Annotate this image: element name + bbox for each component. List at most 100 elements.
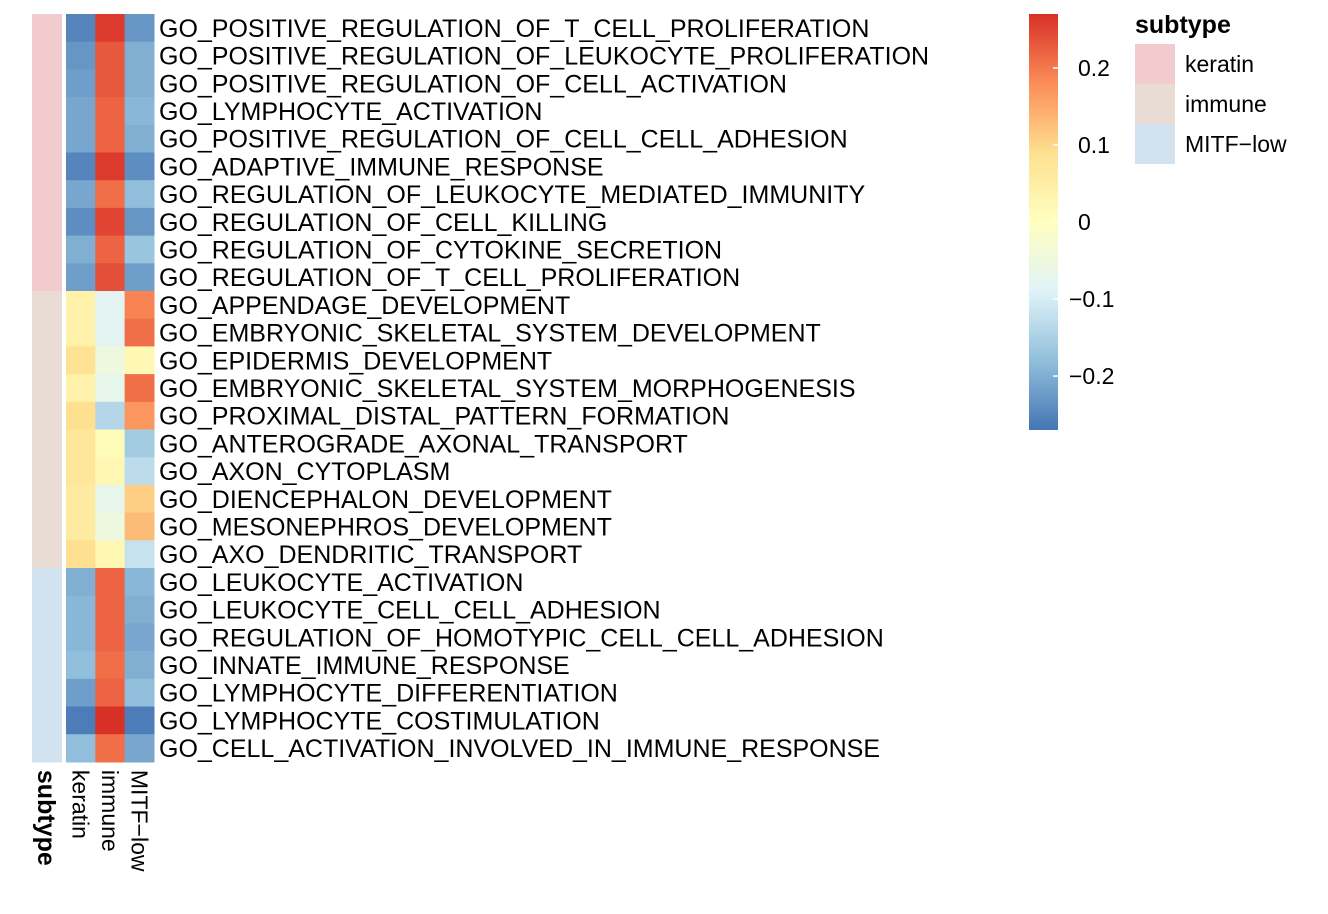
annotation-cell (32, 97, 62, 126)
color-legend-tick-label: 0 (1078, 209, 1091, 235)
heatmap-cell (124, 180, 155, 209)
heatmap-cell (95, 457, 126, 486)
heatmap-cell (66, 291, 96, 320)
row-label: GO_LYMPHOCYTE_DIFFERENTIATION (159, 680, 618, 708)
heatmap-cell (66, 706, 96, 735)
subtype-legend-swatch (1135, 44, 1175, 84)
heatmap-cell (95, 69, 126, 98)
annotation-cell (32, 14, 62, 43)
row-label: GO_CELL_ACTIVATION_INVOLVED_IN_IMMUNE_RE… (159, 735, 880, 763)
subtype-legend-label: MITF−low (1185, 131, 1287, 157)
annotation-cell (32, 124, 62, 154)
annotation-cell (32, 346, 62, 375)
color-legend-tick-label: 0.2 (1078, 55, 1110, 81)
heatmap-cell (124, 706, 155, 735)
row-label: GO_LEUKOCYTE_ACTIVATION (159, 569, 523, 597)
heatmap-cell (124, 263, 155, 292)
heatmap-cell (124, 429, 155, 458)
column-label: keratin (68, 770, 94, 839)
heatmap-cell (95, 623, 126, 652)
row-label: GO_INNATE_IMMUNE_RESPONSE (159, 652, 570, 680)
heatmap-cell (124, 595, 155, 624)
annotation-cell (32, 41, 62, 70)
subtype-legend-title: subtype (1135, 11, 1231, 39)
row-label: GO_EMBRYONIC_SKELETAL_SYSTEM_DEVELOPMENT (159, 320, 821, 348)
annotation-cell (32, 401, 62, 431)
row-label: GO_ANTEROGRADE_AXONAL_TRANSPORT (159, 430, 688, 458)
heatmap-cell (95, 595, 126, 624)
heatmap-cell (66, 484, 96, 514)
heatmap-cell (95, 346, 126, 375)
heatmap-cell (124, 318, 155, 347)
heatmap-cell (66, 734, 96, 763)
heatmap-cell (66, 651, 96, 680)
row-label: GO_MESONEPHROS_DEVELOPMENT (159, 513, 612, 541)
heatmap-cell (124, 651, 155, 680)
heatmap-cell (66, 346, 96, 375)
row-label: GO_EPIDERMIS_DEVELOPMENT (159, 347, 552, 375)
heatmap-cell (95, 374, 126, 403)
heatmap-cell (124, 401, 155, 431)
row-label: GO_LEUKOCYTE_CELL_CELL_ADHESION (159, 597, 661, 625)
color-legend-ticks: 0.2 0.1 0 −0.1 −0.2 (1053, 55, 1114, 389)
color-legend-tick-label: −0.2 (1069, 363, 1114, 389)
heatmap-cell (66, 124, 96, 154)
heatmap-cell (66, 512, 96, 541)
heatmap-cell (95, 540, 126, 569)
heatmap-cell (124, 124, 155, 154)
annotation-cell (32, 207, 62, 237)
row-label: GO_APPENDAGE_DEVELOPMENT (159, 292, 570, 320)
subtype-legend: subtype keratin immune MITF−low (1135, 11, 1287, 164)
annotation-cell (32, 374, 62, 403)
heatmap-cell (66, 97, 96, 126)
heatmap-cell (95, 97, 126, 126)
annotation-cell (32, 484, 62, 514)
heatmap-cell (66, 429, 96, 458)
annotation-cell (32, 512, 62, 541)
column-labels: subtype keratin immune MITF−low (32, 770, 152, 872)
subtype-legend-label: immune (1185, 91, 1267, 117)
heatmap-cell (124, 41, 155, 70)
row-label: GO_REGULATION_OF_CYTOKINE_SECRETION (159, 236, 722, 264)
row-label: GO_DIENCEPHALON_DEVELOPMENT (159, 486, 612, 514)
heatmap-cell (66, 14, 96, 43)
heatmap-cell (95, 429, 126, 458)
heatmap-cell (66, 374, 96, 403)
heatmap-cell (95, 41, 126, 70)
annotation-cell (32, 623, 62, 652)
annotation-cell (32, 318, 62, 347)
heatmap-cell (95, 124, 126, 154)
heatmap-cell (95, 734, 126, 763)
heatmap-cell (95, 484, 126, 514)
row-label: GO_AXON_CYTOPLASM (159, 458, 450, 486)
heatmap-cells (66, 14, 155, 763)
annotation-cell (32, 69, 62, 98)
heatmap-cell (95, 678, 126, 708)
heatmap-cell (124, 568, 155, 597)
heatmap-cell (124, 374, 155, 403)
annotation-cell (32, 706, 62, 735)
column-label: immune (97, 770, 123, 852)
heatmap-cell (66, 152, 96, 181)
heatmap-cell (95, 512, 126, 541)
heatmap-cell (95, 706, 126, 735)
heatmap-cell (66, 678, 96, 708)
heatmap-cell (95, 291, 126, 320)
heatmap-cell (66, 69, 96, 98)
annotation-cell (32, 235, 62, 264)
column-label: MITF−low (126, 770, 152, 872)
heatmap-cell (124, 678, 155, 708)
heatmap-cell (124, 235, 155, 264)
heatmap-cell (124, 207, 155, 237)
heatmap-cell (95, 263, 126, 292)
heatmap-cell (95, 207, 126, 237)
heatmap-cell (124, 97, 155, 126)
annotation-cell (32, 263, 62, 292)
heatmap-cell (95, 180, 126, 209)
heatmap-cell (66, 180, 96, 209)
heatmap-cell (124, 69, 155, 98)
annotation-column-title: subtype (32, 770, 60, 866)
color-legend-tick-label: 0.1 (1078, 132, 1110, 158)
row-label: GO_POSITIVE_REGULATION_OF_CELL_ACTIVATIO… (159, 70, 787, 98)
